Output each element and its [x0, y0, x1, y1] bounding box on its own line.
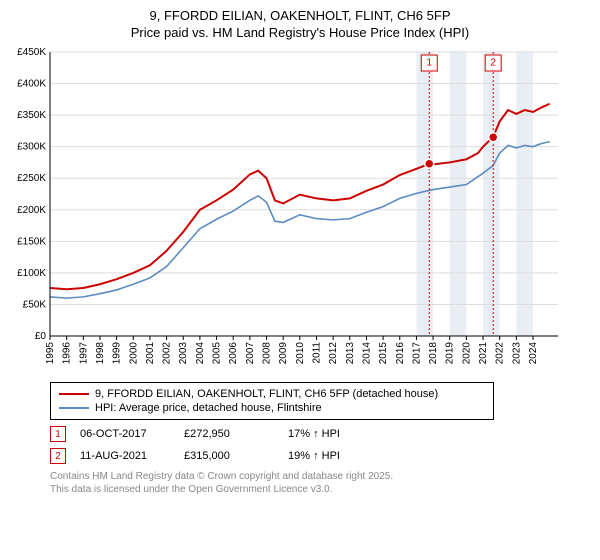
svg-text:2014: 2014	[361, 342, 372, 365]
svg-text:2023: 2023	[511, 342, 522, 365]
sale-price: £315,000	[184, 450, 274, 462]
svg-text:1: 1	[426, 58, 432, 69]
svg-text:2005: 2005	[212, 342, 223, 365]
legend-row: HPI: Average price, detached house, Flin…	[59, 401, 485, 415]
svg-text:2007: 2007	[245, 342, 256, 365]
svg-text:2013: 2013	[345, 342, 356, 365]
svg-text:2011: 2011	[311, 342, 322, 364]
svg-text:2018: 2018	[428, 342, 439, 365]
svg-text:£450K: £450K	[17, 47, 46, 58]
svg-text:£0: £0	[35, 331, 47, 342]
sale-marker-badge: 2	[50, 448, 66, 464]
svg-text:£400K: £400K	[17, 79, 46, 90]
svg-text:2001: 2001	[145, 342, 156, 365]
svg-text:2003: 2003	[178, 342, 189, 365]
svg-text:2020: 2020	[461, 342, 472, 365]
footnote: Contains HM Land Registry data © Crown c…	[50, 470, 592, 496]
page-subtitle: Price paid vs. HM Land Registry's House …	[8, 25, 592, 40]
svg-text:£200K: £200K	[17, 205, 46, 216]
page-title: 9, FFORDD EILIAN, OAKENHOLT, FLINT, CH6 …	[8, 8, 592, 23]
footnote-line: Contains HM Land Registry data © Crown c…	[50, 470, 592, 483]
svg-text:2002: 2002	[162, 342, 173, 365]
sale-dot-1	[425, 159, 434, 168]
chart-container: £0 £50K £100K £150K £200K £250K £300K £350K £400…	[8, 46, 592, 376]
series-hpi	[50, 142, 550, 299]
sale-hpi: 17% ↑ HPI	[288, 428, 388, 440]
svg-text:2000: 2000	[128, 342, 139, 365]
svg-text:2019: 2019	[445, 342, 456, 365]
title-block: 9, FFORDD EILIAN, OAKENHOLT, FLINT, CH6 …	[8, 8, 592, 40]
svg-text:2015: 2015	[378, 342, 389, 365]
svg-text:2006: 2006	[228, 342, 239, 365]
sale-price: £272,950	[184, 428, 274, 440]
svg-text:2024: 2024	[528, 342, 539, 365]
sales-list: 1 06-OCT-2017 £272,950 17% ↑ HPI 2 11-AUG-202…	[8, 426, 592, 464]
series-property_price	[50, 104, 550, 290]
svg-text:2010: 2010	[295, 342, 306, 365]
sale-date: 06-OCT-2017	[80, 428, 170, 440]
legend-label: 9, FFORDD EILIAN, OAKENHOLT, FLINT, CH6 …	[95, 388, 438, 400]
legend-swatch	[59, 407, 89, 409]
legend-row: 9, FFORDD EILIAN, OAKENHOLT, FLINT, CH6 …	[59, 387, 485, 401]
svg-text:1996: 1996	[62, 342, 73, 365]
svg-text:1998: 1998	[95, 342, 106, 365]
sale-row: 1 06-OCT-2017 £272,950 17% ↑ HPI	[50, 426, 592, 442]
svg-text:1997: 1997	[78, 342, 89, 365]
svg-text:£100K: £100K	[17, 268, 46, 279]
svg-text:2022: 2022	[495, 342, 506, 365]
sale-dot-2	[489, 133, 498, 142]
svg-text:1995: 1995	[45, 342, 56, 365]
legend-box: 9, FFORDD EILIAN, OAKENHOLT, FLINT, CH6 …	[50, 382, 494, 420]
svg-text:£350K: £350K	[17, 110, 46, 121]
sale-marker-badge: 1	[50, 426, 66, 442]
legend-label: HPI: Average price, detached house, Flin…	[95, 402, 322, 414]
svg-text:2012: 2012	[328, 342, 339, 365]
svg-text:2004: 2004	[195, 342, 206, 365]
svg-text:£150K: £150K	[17, 236, 46, 247]
price-chart: £0 £50K £100K £150K £200K £250K £300K £350K £400…	[8, 46, 568, 376]
legend-swatch	[59, 393, 89, 395]
svg-text:2008: 2008	[262, 342, 273, 365]
sale-row: 2 11-AUG-2021 £315,000 19% ↑ HPI	[50, 448, 592, 464]
svg-text:£250K: £250K	[17, 173, 46, 184]
svg-text:2021: 2021	[478, 342, 489, 365]
svg-text:2017: 2017	[411, 342, 422, 365]
sale-date: 11-AUG-2021	[80, 450, 170, 462]
sale-hpi: 19% ↑ HPI	[288, 450, 388, 462]
svg-text:£50K: £50K	[23, 299, 47, 310]
svg-text:2016: 2016	[395, 342, 406, 365]
footnote-line: This data is licensed under the Open Gov…	[50, 483, 592, 496]
svg-text:1999: 1999	[112, 342, 123, 365]
svg-text:2: 2	[490, 58, 496, 69]
svg-text:£300K: £300K	[17, 142, 46, 153]
svg-text:2009: 2009	[278, 342, 289, 365]
